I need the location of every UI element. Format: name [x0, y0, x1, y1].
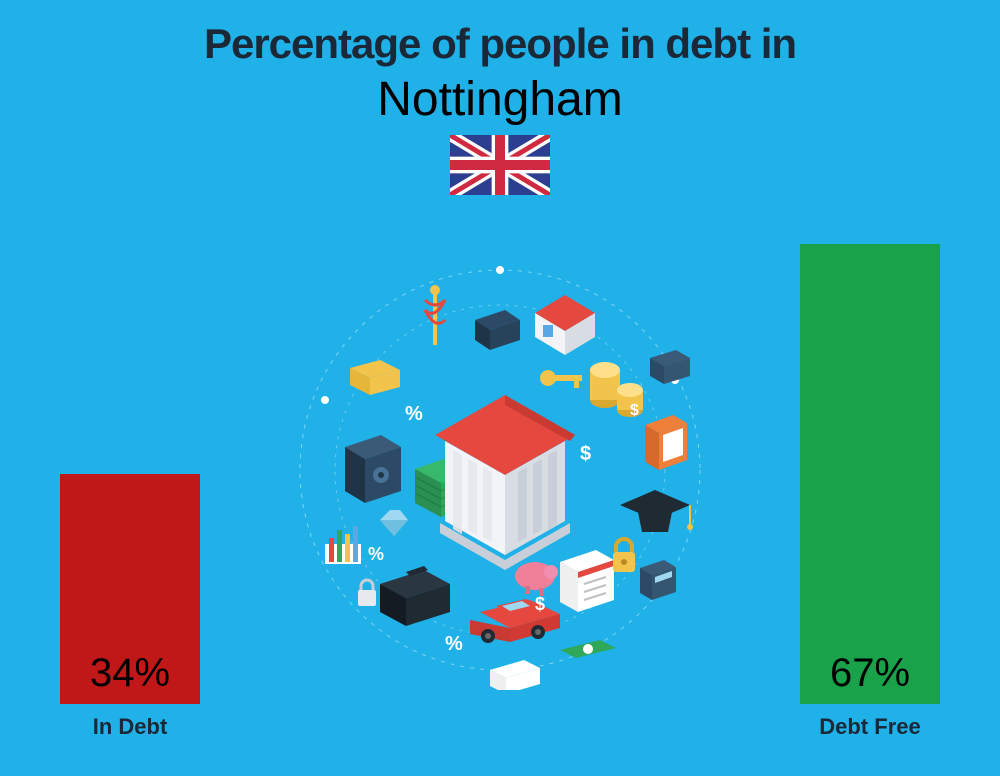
svg-text:%: %: [445, 633, 463, 655]
svg-text:%: %: [368, 544, 384, 564]
bar-in-debt-wrap: 34% In Debt: [60, 474, 200, 740]
title-main: Percentage of people in debt in: [0, 0, 1000, 68]
bar-in-debt-label: In Debt: [93, 714, 168, 740]
svg-text:$: $: [580, 443, 591, 465]
svg-text:$: $: [630, 402, 639, 419]
title-sub: Nottingham: [0, 72, 1000, 127]
bar-debt-free-value: 67%: [779, 651, 961, 696]
bar-debt-free-label: Debt Free: [819, 714, 920, 740]
bar-debt-free-wrap: 67% Debt Free: [800, 244, 940, 740]
uk-flag-icon: [450, 135, 550, 195]
finance-illustration: % % % $ $ $: [280, 250, 720, 695]
bar-in-debt: 34%: [60, 474, 200, 704]
bar-in-debt-value: 34%: [39, 651, 221, 696]
svg-text:$: $: [535, 594, 545, 614]
svg-text:%: %: [405, 403, 423, 425]
bar-debt-free: 67%: [800, 244, 940, 704]
